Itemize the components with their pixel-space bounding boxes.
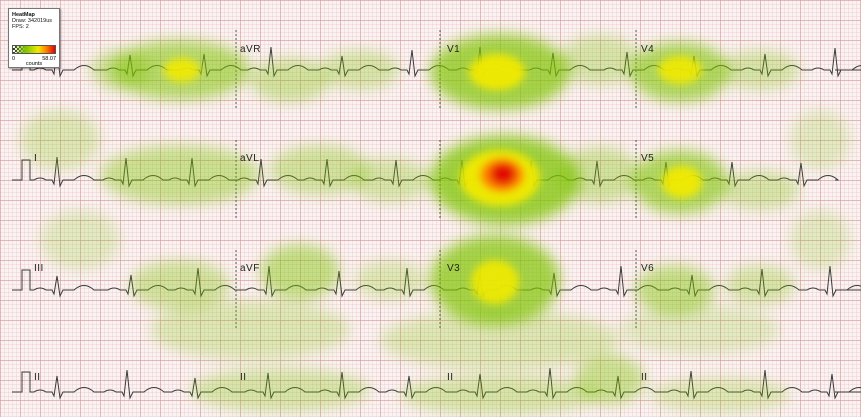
heatmap-blob — [658, 56, 702, 84]
heatmap-blob — [270, 145, 370, 195]
lead-label-avf: aVF — [240, 263, 260, 274]
lead-label-avl: aVL — [240, 153, 260, 164]
heatmap-blob — [620, 305, 780, 355]
heatmap-blob — [790, 210, 850, 270]
lead-label-v1: V1 — [447, 44, 461, 55]
heatmap-blob — [350, 158, 430, 202]
legend-draw-time: Draw: 342019us — [12, 18, 53, 24]
lead-label-avr: aVR — [240, 44, 261, 55]
legend-title: HeatMap — [12, 12, 35, 18]
lead-label-ii-rhythm-2: II — [240, 372, 247, 383]
lead-label-v5: V5 — [641, 153, 655, 164]
heatmap-blob — [469, 54, 525, 90]
heatmap-blob — [650, 377, 790, 413]
heatmap-blob — [164, 58, 200, 82]
heatmap-blob — [380, 310, 620, 370]
heatmap-blob — [662, 166, 702, 198]
heatmap-blob — [90, 50, 150, 90]
heatmap-blob — [790, 110, 850, 170]
lead-label-v3: V3 — [447, 263, 461, 274]
heatmap-blob — [560, 35, 640, 85]
heatmap-blob — [725, 265, 795, 305]
heatmap-blob — [400, 375, 600, 415]
heatmap-blob — [720, 170, 800, 210]
heatmap-blob — [471, 260, 519, 304]
heatmap-blob — [260, 244, 340, 300]
heatmap-blob — [130, 260, 230, 310]
lead-label-ii-rhythm-1: II — [34, 372, 41, 383]
heatmap-blob — [100, 145, 260, 205]
legend-min-value: 0 — [12, 56, 16, 62]
lead-label-v6: V6 — [641, 263, 655, 274]
lead-label-iii: III — [34, 263, 44, 274]
lead-label-ii-rhythm-3: II — [447, 372, 454, 383]
legend-unit: counts — [25, 61, 43, 67]
heatmap-blob — [355, 260, 425, 300]
lead-label-v4: V4 — [641, 44, 655, 55]
legend-max-value: 58.07 — [42, 56, 56, 62]
heatmap-blob — [560, 147, 640, 203]
heatmap-blob — [40, 210, 120, 270]
heatmap-blob — [20, 110, 100, 170]
heatmap-blob — [190, 368, 370, 412]
heatmap-blob — [250, 58, 330, 102]
lead-label-i: I — [34, 153, 38, 164]
legend-fps: FPS: 2 — [12, 24, 29, 30]
heatmap-blob — [635, 265, 715, 315]
heatmap-blob — [320, 50, 400, 90]
heatmap-blob — [150, 300, 350, 360]
heatmap-blob — [720, 50, 800, 90]
lead-label-ii-rhythm-4: II — [641, 372, 648, 383]
heatmap-legend: HeatMap Draw: 342019us FPS: 2 0 58.07 co… — [8, 8, 60, 68]
legend-color-scale — [12, 45, 56, 54]
heatmap-blob — [575, 355, 645, 405]
heatmap-blob — [490, 163, 516, 185]
